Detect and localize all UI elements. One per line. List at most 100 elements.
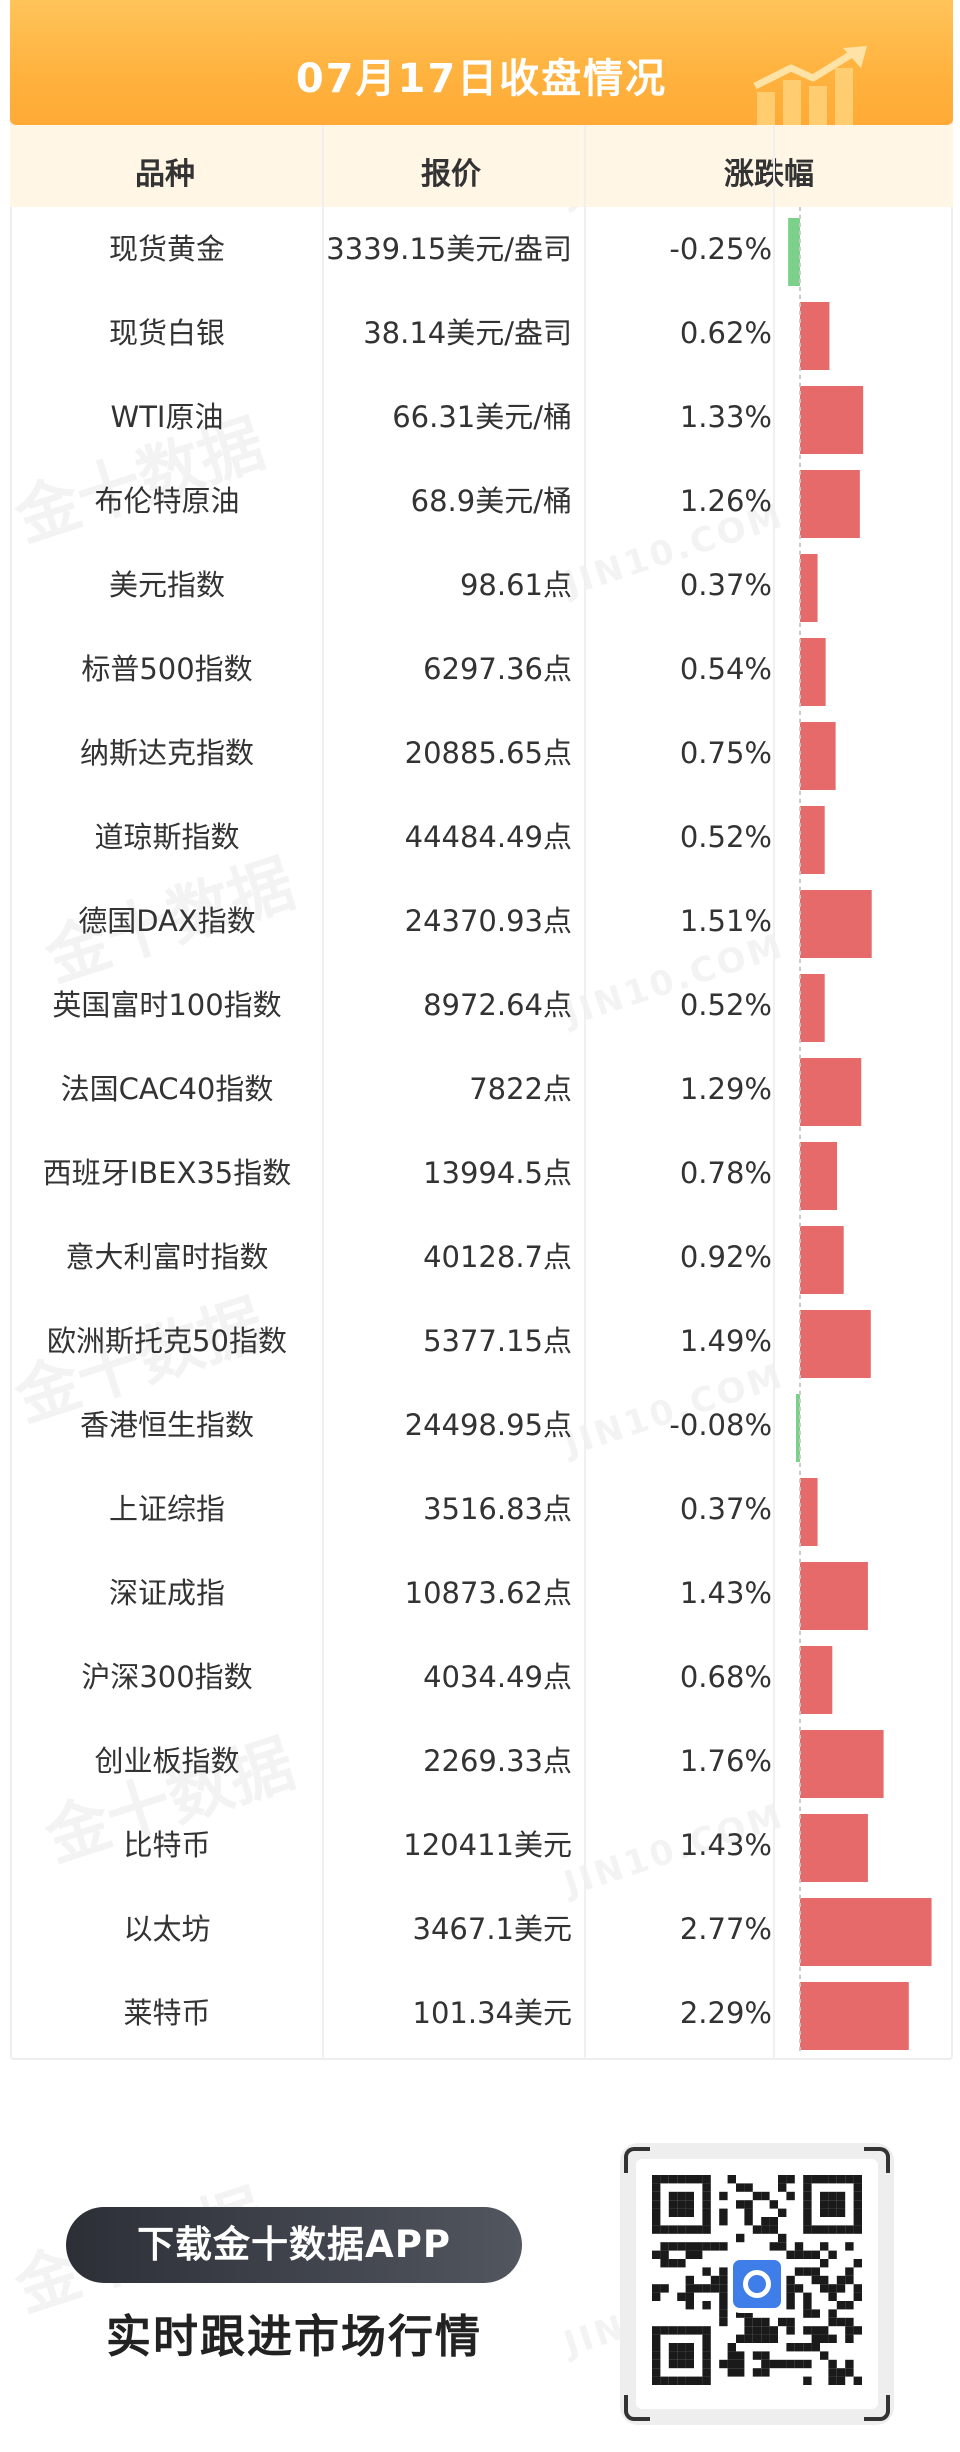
table-row: 德国DAX指数 24370.93点 1.51% bbox=[12, 879, 952, 963]
instrument-name: 美元指数 bbox=[108, 568, 225, 602]
table-row: 纳斯达克指数 20885.65点 0.75% bbox=[12, 711, 952, 795]
instrument-name: 纳斯达克指数 bbox=[79, 736, 254, 770]
instrument-price: 68.9美元/桶 bbox=[410, 484, 572, 518]
change-percent: 1.33% bbox=[679, 400, 772, 434]
change-percent: 0.52% bbox=[679, 988, 772, 1022]
change-percent: 1.43% bbox=[679, 1576, 772, 1610]
instrument-name: 意大利富时指数 bbox=[65, 1240, 269, 1274]
change-percent: 0.52% bbox=[679, 820, 772, 854]
change-bar bbox=[800, 1142, 838, 1210]
instrument-price: 101.34美元 bbox=[412, 1996, 572, 2030]
change-bar bbox=[800, 974, 825, 1042]
instrument-price: 24370.93点 bbox=[404, 904, 572, 938]
instrument-price: 8972.64点 bbox=[423, 988, 572, 1022]
qr-code-icon bbox=[652, 2175, 862, 2385]
table-row: 上证综指 3516.83点 0.37% bbox=[12, 1467, 952, 1551]
column-header-price: 报价 bbox=[421, 157, 481, 192]
change-bar bbox=[800, 1646, 833, 1714]
change-percent: 2.77% bbox=[679, 1912, 772, 1946]
change-percent: 1.51% bbox=[679, 904, 772, 938]
table-row: 道琼斯指数 44484.49点 0.52% bbox=[12, 795, 952, 879]
table-row: 布伦特原油 68.9美元/桶 1.26% bbox=[12, 459, 952, 543]
instrument-name: 英国富时100指数 bbox=[52, 988, 282, 1022]
instrument-price: 10873.62点 bbox=[404, 1576, 572, 1610]
table-card bbox=[10, 0, 953, 2060]
table-row: 美元指数 98.61点 0.37% bbox=[12, 543, 952, 627]
change-bar bbox=[800, 806, 825, 874]
change-bar bbox=[800, 1730, 884, 1798]
qr-corner bbox=[864, 2395, 890, 2421]
change-percent: -0.08% bbox=[669, 1408, 772, 1442]
table-row: 现货白银 38.14美元/盎司 0.62% bbox=[12, 291, 952, 375]
table-row: 欧洲斯托克50指数 5377.15点 1.49% bbox=[12, 1299, 952, 1383]
qr-corner bbox=[624, 2395, 650, 2421]
instrument-price: 66.31美元/桶 bbox=[392, 400, 572, 434]
app-logo-icon bbox=[728, 2255, 786, 2313]
change-bar bbox=[800, 554, 818, 622]
change-bar bbox=[800, 386, 864, 454]
instrument-name: 法国CAC40指数 bbox=[60, 1072, 274, 1106]
change-bar-chart bbox=[788, 207, 932, 2055]
change-bar bbox=[800, 1058, 862, 1126]
table-row: 以太坊 3467.1美元 2.77% bbox=[12, 1887, 952, 1971]
instrument-name: 标普500指数 bbox=[81, 652, 253, 686]
table-row: 莱特币 101.34美元 2.29% bbox=[12, 1971, 952, 2055]
table-row: 英国富时100指数 8972.64点 0.52% bbox=[12, 963, 952, 1047]
instrument-name: 深证成指 bbox=[108, 1576, 225, 1610]
change-percent: 0.62% bbox=[679, 316, 772, 350]
instrument-price: 6297.36点 bbox=[423, 652, 572, 686]
qr-corner bbox=[624, 2147, 650, 2173]
change-bar bbox=[800, 1898, 932, 1966]
change-bar bbox=[800, 1478, 818, 1546]
change-percent: 1.76% bbox=[679, 1744, 772, 1778]
instrument-price: 13994.5点 bbox=[423, 1156, 572, 1190]
change-percent: -0.25% bbox=[669, 232, 772, 266]
qr-corner bbox=[864, 2147, 890, 2173]
table-row: 比特币 120411美元 1.43% bbox=[12, 1803, 952, 1887]
instrument-name: WTI原油 bbox=[110, 400, 224, 434]
instrument-price: 40128.7点 bbox=[423, 1240, 572, 1274]
column-header: 品种 报价 涨跌幅 bbox=[10, 125, 953, 207]
change-bar bbox=[800, 1562, 868, 1630]
page-title: 07月17日收盘情况 bbox=[295, 56, 668, 102]
change-bar bbox=[800, 638, 826, 706]
change-percent: 0.54% bbox=[679, 652, 772, 686]
change-percent: 0.78% bbox=[679, 1156, 772, 1190]
table-row: 法国CAC40指数 7822点 1.29% bbox=[12, 1047, 952, 1131]
instrument-price: 3467.1美元 bbox=[412, 1912, 572, 1946]
change-percent: 0.37% bbox=[679, 1492, 772, 1526]
instrument-name: 现货黄金 bbox=[108, 232, 225, 266]
column-header-change: 涨跌幅 bbox=[724, 157, 814, 192]
change-percent: 1.26% bbox=[679, 484, 772, 518]
instrument-price: 44484.49点 bbox=[404, 820, 572, 854]
change-bar bbox=[800, 470, 860, 538]
instrument-name: 现货白银 bbox=[108, 316, 225, 350]
instrument-price: 3516.83点 bbox=[423, 1492, 572, 1526]
instrument-name: 以太坊 bbox=[123, 1912, 211, 1946]
instrument-name: 德国DAX指数 bbox=[78, 904, 256, 938]
instrument-name: 布伦特原油 bbox=[94, 484, 240, 518]
table-row: 香港恒生指数 24498.95点 -0.08% bbox=[12, 1383, 952, 1467]
change-bar bbox=[800, 722, 836, 790]
instrument-name: 道琼斯指数 bbox=[94, 820, 240, 854]
column-header-name: 品种 bbox=[135, 157, 195, 192]
instrument-name: 欧洲斯托克50指数 bbox=[47, 1324, 287, 1358]
instrument-price: 120411美元 bbox=[403, 1828, 572, 1862]
table-row: 深证成指 10873.62点 1.43% bbox=[12, 1551, 952, 1635]
instrument-name: 上证综指 bbox=[108, 1492, 225, 1526]
column-divider bbox=[773, 125, 775, 2060]
change-bar bbox=[788, 218, 800, 286]
change-bar bbox=[800, 302, 830, 370]
change-percent: 1.29% bbox=[679, 1072, 772, 1106]
change-bar bbox=[796, 1394, 800, 1462]
instrument-name: 比特币 bbox=[123, 1828, 211, 1862]
qr-code-frame bbox=[620, 2143, 894, 2425]
change-percent: 0.37% bbox=[679, 568, 772, 602]
column-divider bbox=[584, 125, 586, 2060]
instrument-price: 4034.49点 bbox=[423, 1660, 572, 1694]
instrument-price: 2269.33点 bbox=[423, 1744, 572, 1778]
instrument-name: 莱特币 bbox=[123, 1996, 211, 2030]
change-percent: 1.43% bbox=[679, 1828, 772, 1862]
download-app-button[interactable]: 下载金十数据APP bbox=[66, 2207, 522, 2283]
table-row: 西班牙IBEX35指数 13994.5点 0.78% bbox=[12, 1131, 952, 1215]
